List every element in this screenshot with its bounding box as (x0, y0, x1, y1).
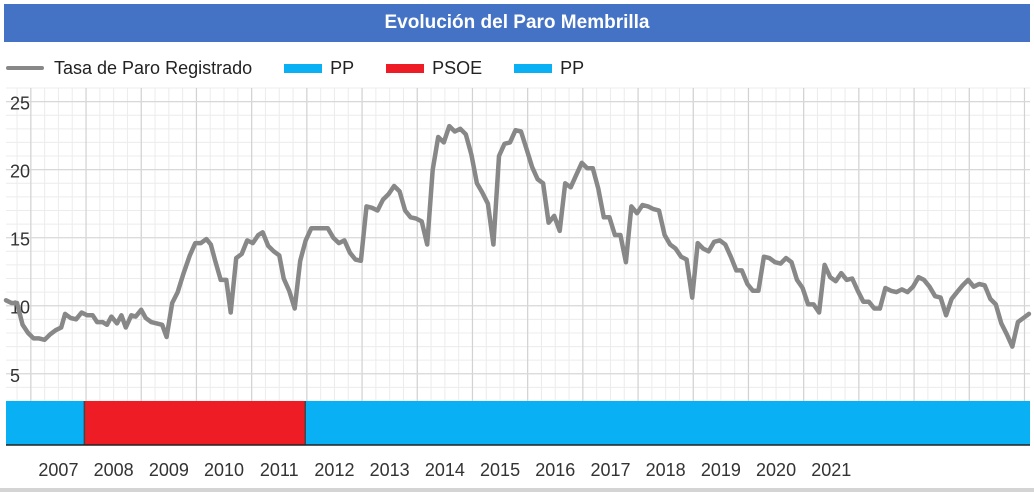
x-tick-label: 2020 (756, 460, 796, 480)
chart-title: Evolución del Paro Membrilla (4, 4, 1030, 42)
band-psoe-2 (84, 401, 306, 445)
x-tick-label: 2021 (811, 460, 851, 480)
x-tick-label: 2013 (370, 460, 410, 480)
legend-swatch-rate (6, 66, 44, 70)
y-tick-label: 25 (10, 94, 30, 114)
legend-swatch-psoe (386, 63, 425, 73)
legend-label-rate: Tasa de Paro Registrado (54, 57, 253, 78)
legend-item-psoe: PSOE (386, 58, 482, 79)
band-pp-1 (6, 401, 85, 445)
legend-label-pp-2: PP (560, 57, 585, 78)
x-tick-label: 2017 (590, 460, 630, 480)
x-tick-label: 2012 (314, 460, 354, 480)
x-tick-label: 2019 (701, 460, 741, 480)
x-tick-label: 2011 (260, 460, 299, 480)
x-tick-label: 2009 (149, 460, 189, 480)
band-pp-3 (305, 401, 1030, 445)
legend: Tasa de Paro Registrado PP PSOE PP (6, 54, 616, 82)
x-tick-label: 2010 (204, 460, 244, 480)
plot-area (6, 88, 1030, 401)
y-tick-label: 5 (10, 366, 20, 386)
legend-label-pp-1: PP (330, 57, 355, 78)
x-tick-label: 2018 (646, 460, 686, 480)
y-tick-label: 15 (10, 230, 30, 250)
legend-item-pp-1: PP (284, 58, 354, 79)
x-tick-label: 2015 (480, 460, 520, 480)
series-line-1 (3, 123, 1032, 349)
legend-item-pp-2: PP (514, 58, 584, 79)
y-tick-label: 20 (10, 162, 30, 182)
legend-item-rate: Tasa de Paro Registrado (6, 58, 252, 79)
x-tick-label: 2016 (535, 460, 575, 480)
legend-swatch-pp-1 (284, 63, 323, 73)
legend-swatch-pp-2 (514, 63, 553, 73)
legend-label-psoe: PSOE (432, 57, 483, 78)
x-tick-label: 2007 (38, 460, 78, 480)
x-tick-label: 2008 (94, 460, 134, 480)
x-tick-label: 2014 (425, 460, 465, 480)
